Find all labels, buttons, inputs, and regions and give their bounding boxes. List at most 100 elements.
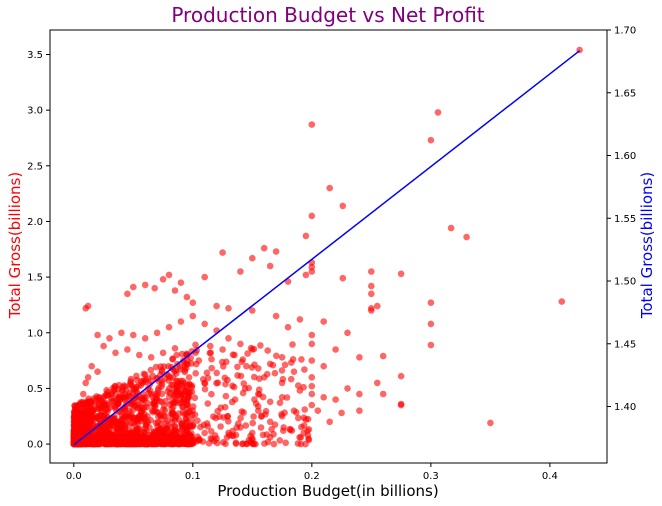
scatter-point bbox=[118, 329, 125, 337]
scatter-point bbox=[84, 302, 92, 310]
scatter-point bbox=[268, 426, 275, 433]
scatter-point bbox=[289, 341, 296, 348]
scatter-point bbox=[188, 348, 196, 355]
scatter-point bbox=[302, 271, 310, 279]
scatter-point bbox=[266, 398, 274, 406]
scatter-point bbox=[273, 352, 280, 360]
y-left-tick-label: 1.5 bbox=[27, 273, 43, 284]
scatter-point bbox=[101, 440, 109, 448]
y-axis-right-label: Total Gross(billions) bbox=[638, 172, 656, 319]
scatter-point bbox=[177, 279, 185, 287]
scatter-point bbox=[71, 420, 78, 428]
scatter-point bbox=[308, 268, 316, 275]
scatter-point bbox=[270, 440, 278, 448]
scatter-point bbox=[241, 385, 249, 392]
scatter-point bbox=[250, 413, 257, 420]
scatter-point bbox=[339, 202, 347, 210]
scatter-point bbox=[308, 374, 316, 381]
scatter-point bbox=[232, 440, 240, 448]
scatter-point bbox=[72, 434, 80, 442]
scatter-point bbox=[257, 424, 265, 431]
scatter-point bbox=[112, 429, 119, 437]
scatter-point bbox=[203, 369, 211, 377]
y-axis-left-label: Total Gross(billions) bbox=[6, 172, 24, 319]
scatter-point bbox=[282, 439, 290, 447]
scatter-point bbox=[141, 335, 149, 342]
scatter-point bbox=[124, 346, 131, 353]
scatter-point bbox=[314, 407, 322, 415]
scatter-point bbox=[168, 419, 176, 426]
scatter-point bbox=[233, 424, 241, 431]
scatter-point bbox=[244, 350, 251, 357]
scatter-point bbox=[173, 351, 180, 359]
scatter-point bbox=[278, 354, 286, 361]
scatter-point bbox=[234, 372, 241, 379]
scatter-point bbox=[179, 438, 187, 445]
y-right-tick-label: 1.70 bbox=[614, 26, 636, 37]
x-tick-label: 0.4 bbox=[542, 471, 558, 482]
scatter-point bbox=[305, 435, 312, 443]
scatter-point bbox=[171, 345, 179, 352]
scatter-point bbox=[254, 403, 262, 410]
scatter-point bbox=[155, 413, 162, 420]
scatter-point bbox=[249, 307, 256, 314]
scatter-point bbox=[213, 369, 220, 377]
scatter-point bbox=[129, 440, 136, 448]
scatter-point bbox=[117, 419, 124, 427]
y-right-tick-label: 1.60 bbox=[614, 151, 636, 162]
scatter-point bbox=[201, 273, 208, 281]
scatter-point bbox=[155, 425, 163, 433]
scatter-point bbox=[344, 385, 351, 392]
scatter-point bbox=[74, 407, 81, 414]
scatter-point bbox=[154, 386, 162, 394]
scatter-point bbox=[447, 224, 455, 232]
scatter-point bbox=[170, 410, 177, 417]
scatter-point bbox=[558, 298, 566, 305]
scatter-point bbox=[82, 418, 89, 426]
scatter-point bbox=[271, 369, 279, 377]
scatter-point bbox=[178, 420, 186, 427]
scatter-point bbox=[190, 437, 198, 444]
scatter-point bbox=[231, 396, 239, 403]
scatter-point bbox=[217, 423, 224, 430]
scatter-point bbox=[271, 421, 279, 429]
y-left-tick-label: 3.0 bbox=[27, 106, 43, 117]
scatter-point bbox=[145, 389, 153, 397]
scatter-point bbox=[101, 393, 108, 400]
scatter-point bbox=[222, 380, 229, 388]
y-right-tick-label: 1.40 bbox=[614, 402, 636, 413]
scatter-point bbox=[427, 136, 435, 144]
regression-line bbox=[73, 50, 581, 446]
scatter-point bbox=[308, 121, 316, 128]
scatter-point bbox=[211, 432, 219, 439]
scatter-point bbox=[120, 414, 128, 421]
scatter-point bbox=[179, 403, 186, 411]
scatter-point bbox=[287, 375, 295, 383]
scatter-point bbox=[326, 418, 334, 426]
scatter-point bbox=[225, 418, 232, 425]
scatter-point bbox=[326, 184, 334, 192]
scatter-point bbox=[194, 417, 201, 425]
scatter-point bbox=[217, 404, 225, 412]
scatter-point bbox=[82, 379, 89, 387]
scatter-point bbox=[140, 440, 147, 448]
scatter-point bbox=[80, 390, 87, 398]
scatter-point bbox=[250, 345, 258, 353]
scatter-point bbox=[165, 323, 173, 331]
scatter-point bbox=[84, 374, 92, 381]
scatter-point bbox=[251, 361, 258, 369]
scatter-point bbox=[225, 335, 232, 342]
scatter-point bbox=[276, 399, 284, 407]
scatter-point bbox=[101, 402, 108, 409]
scatter-point bbox=[237, 340, 244, 348]
scatter-point bbox=[150, 428, 157, 436]
scatter-point bbox=[130, 283, 137, 291]
scatter-point bbox=[252, 440, 259, 448]
scatter-point bbox=[189, 299, 197, 307]
scatter-point bbox=[308, 390, 316, 398]
scatter-point bbox=[368, 290, 375, 298]
scatter-point bbox=[298, 356, 305, 363]
x-axis: 0.0 0.1 0.2 0.3 0.4 bbox=[66, 463, 558, 482]
scatter-point bbox=[234, 363, 241, 371]
y-left-tick-label: 3.5 bbox=[27, 50, 43, 61]
